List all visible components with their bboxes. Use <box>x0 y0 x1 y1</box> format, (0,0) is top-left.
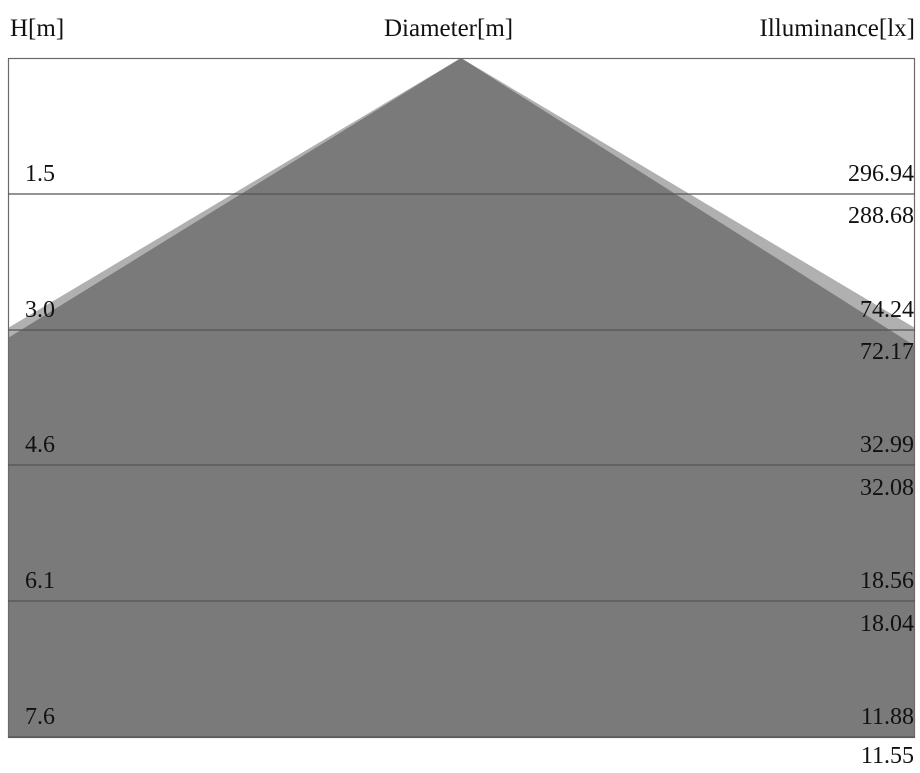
level-height-label: 4.6 <box>25 432 55 458</box>
header-height-label: H[m] <box>10 15 65 42</box>
level-height-label: 6.1 <box>25 568 55 594</box>
level-illuminance-lower: 32.08 <box>860 475 914 501</box>
level-illuminance-lower: 18.04 <box>860 611 914 637</box>
level-height-label: 1.5 <box>25 161 55 187</box>
level-illuminance-lower: 72.17 <box>860 339 914 365</box>
light-cone-front <box>8 58 915 737</box>
level-illuminance-lower: 11.55 <box>860 743 914 769</box>
level-illuminance-upper: 32.99 <box>860 432 914 458</box>
level-illuminance-upper: 296.94 <box>848 161 914 187</box>
level-illuminance-upper: 18.56 <box>860 568 914 594</box>
level-illuminance-upper: 11.88 <box>860 704 914 730</box>
header-diameter-label: Diameter[m] <box>384 15 514 42</box>
header-illuminance-label: Illuminance[lx] <box>759 15 916 42</box>
level-illuminance-upper: 74.24 <box>860 297 914 323</box>
level-illuminance-lower: 288.68 <box>848 203 914 229</box>
level-height-label: 3.0 <box>25 297 55 323</box>
level-height-label: 7.6 <box>25 704 55 730</box>
